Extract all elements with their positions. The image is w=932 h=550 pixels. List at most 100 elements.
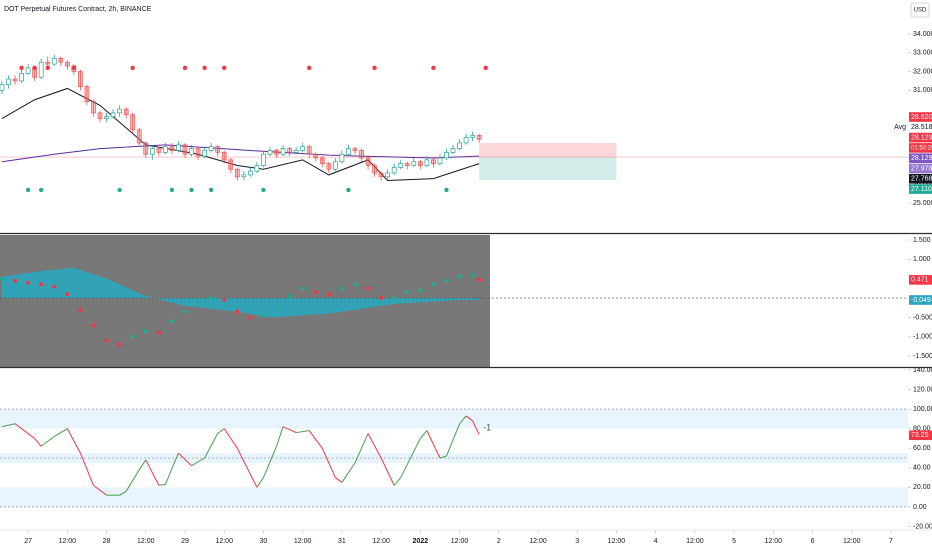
x-tick-label: 6 bbox=[811, 538, 815, 545]
x-tick-label: 12:00 bbox=[843, 538, 861, 545]
x-tick-label: 12:00 bbox=[529, 538, 547, 545]
x-tick-label: 12:00 bbox=[451, 538, 469, 545]
candle-body bbox=[365, 157, 371, 166]
oscillator-dot bbox=[130, 334, 135, 339]
oscillator-dot bbox=[235, 309, 240, 314]
candle-body bbox=[287, 148, 292, 153]
signal-dot bbox=[19, 65, 24, 71]
oscillator-dot bbox=[248, 315, 253, 320]
stoch-segment bbox=[204, 433, 219, 459]
candle-body bbox=[84, 86, 90, 102]
stoch-segment bbox=[321, 448, 336, 478]
y-tick-label: 33.000 bbox=[913, 50, 932, 57]
signal-dot bbox=[25, 187, 31, 193]
y-tick-label: 40.00 bbox=[913, 465, 931, 472]
currency-box[interactable] bbox=[910, 2, 930, 18]
signal-dot bbox=[32, 65, 37, 71]
signal-dot bbox=[38, 187, 44, 193]
stoch-band bbox=[0, 409, 908, 429]
oscillator-dot bbox=[392, 296, 397, 301]
oscillator-dot bbox=[326, 292, 331, 297]
signal-dot bbox=[307, 65, 312, 71]
oscillator-dot bbox=[470, 272, 475, 277]
candle-body bbox=[51, 58, 57, 65]
price-badge bbox=[909, 143, 932, 153]
stoch-segment bbox=[256, 477, 264, 488]
candle-body bbox=[6, 78, 11, 86]
candle-body bbox=[97, 112, 103, 119]
candle-body bbox=[176, 144, 181, 151]
oscillator-dot bbox=[156, 330, 161, 335]
stoch-segment bbox=[34, 438, 42, 447]
moving-average bbox=[1, 144, 480, 163]
currency[interactable]: USD bbox=[914, 8, 927, 14]
oscillator-dot bbox=[104, 338, 109, 343]
candle-body bbox=[417, 161, 423, 166]
signal-dot bbox=[45, 65, 50, 71]
candle-body bbox=[457, 142, 462, 149]
stoch-segment bbox=[191, 457, 205, 467]
stoch-segment bbox=[446, 423, 461, 457]
oscillator-dot bbox=[300, 286, 305, 291]
stoch-segment bbox=[276, 426, 284, 447]
candle-body bbox=[208, 146, 214, 151]
value-badge bbox=[909, 275, 932, 285]
candle-body bbox=[169, 146, 175, 151]
stoch-segment bbox=[282, 426, 297, 434]
price-badge bbox=[909, 174, 932, 184]
oscillator-dot bbox=[143, 329, 148, 333]
candle-body bbox=[0, 84, 5, 91]
y-tick-label: 60.00 bbox=[913, 445, 931, 452]
stoch-segment bbox=[138, 459, 147, 471]
stoch-segment bbox=[367, 433, 382, 459]
signal-dot bbox=[431, 65, 436, 71]
candle-body bbox=[306, 146, 312, 155]
candle-body bbox=[293, 150, 299, 153]
stoch-segment bbox=[40, 436, 55, 447]
oscillator-dot bbox=[209, 296, 214, 301]
candle-body bbox=[352, 148, 358, 151]
signal-dot bbox=[169, 187, 175, 193]
stoch-segment bbox=[164, 452, 179, 485]
signal-dot bbox=[189, 187, 194, 193]
oscillator-dot bbox=[444, 278, 449, 283]
stoch-segment bbox=[465, 415, 473, 422]
candle-body bbox=[91, 101, 96, 114]
signal-dot bbox=[444, 187, 449, 193]
candle-body bbox=[411, 161, 417, 166]
oscillator-dot bbox=[26, 280, 31, 285]
signal-dot bbox=[222, 65, 227, 71]
price-badge bbox=[909, 184, 932, 194]
stoch-segment bbox=[459, 415, 467, 425]
price-badge bbox=[909, 153, 932, 163]
x-tick-label: 12:00 bbox=[765, 538, 783, 545]
candle-body bbox=[385, 172, 390, 178]
price-badge-label: 28.129 bbox=[911, 155, 932, 162]
stoch-segment bbox=[354, 433, 369, 464]
y-tick-label: 20.00 bbox=[913, 484, 931, 491]
x-tick-label: 12:00 bbox=[372, 538, 390, 545]
candle-body bbox=[470, 135, 475, 138]
candle-body bbox=[202, 150, 207, 157]
x-tick-label: 12:00 bbox=[215, 538, 233, 545]
candle-body bbox=[163, 146, 168, 153]
stoch-segment bbox=[236, 447, 258, 488]
x-tick-label: 29 bbox=[181, 538, 189, 545]
y-tick-label: 80.00 bbox=[913, 425, 931, 432]
y-tick-label: 140.00 bbox=[913, 367, 932, 374]
candle-body bbox=[130, 114, 136, 131]
signal-dot bbox=[208, 187, 214, 193]
stoch-segment bbox=[380, 457, 395, 486]
candle-body bbox=[300, 146, 306, 151]
candle-body bbox=[431, 159, 436, 164]
x-tick-label: 2022 bbox=[413, 538, 429, 545]
stoch-segment bbox=[419, 430, 428, 439]
stoch-segment bbox=[145, 459, 160, 486]
oscillator-dot bbox=[457, 274, 462, 279]
price-badge bbox=[909, 122, 932, 133]
y-tick-label: -1.000 bbox=[913, 334, 932, 341]
value-badge-label: -0.049 bbox=[911, 297, 931, 304]
x-tick-label: 30 bbox=[260, 538, 268, 545]
oscillator-area bbox=[1, 267, 480, 318]
value-badge bbox=[909, 430, 932, 441]
